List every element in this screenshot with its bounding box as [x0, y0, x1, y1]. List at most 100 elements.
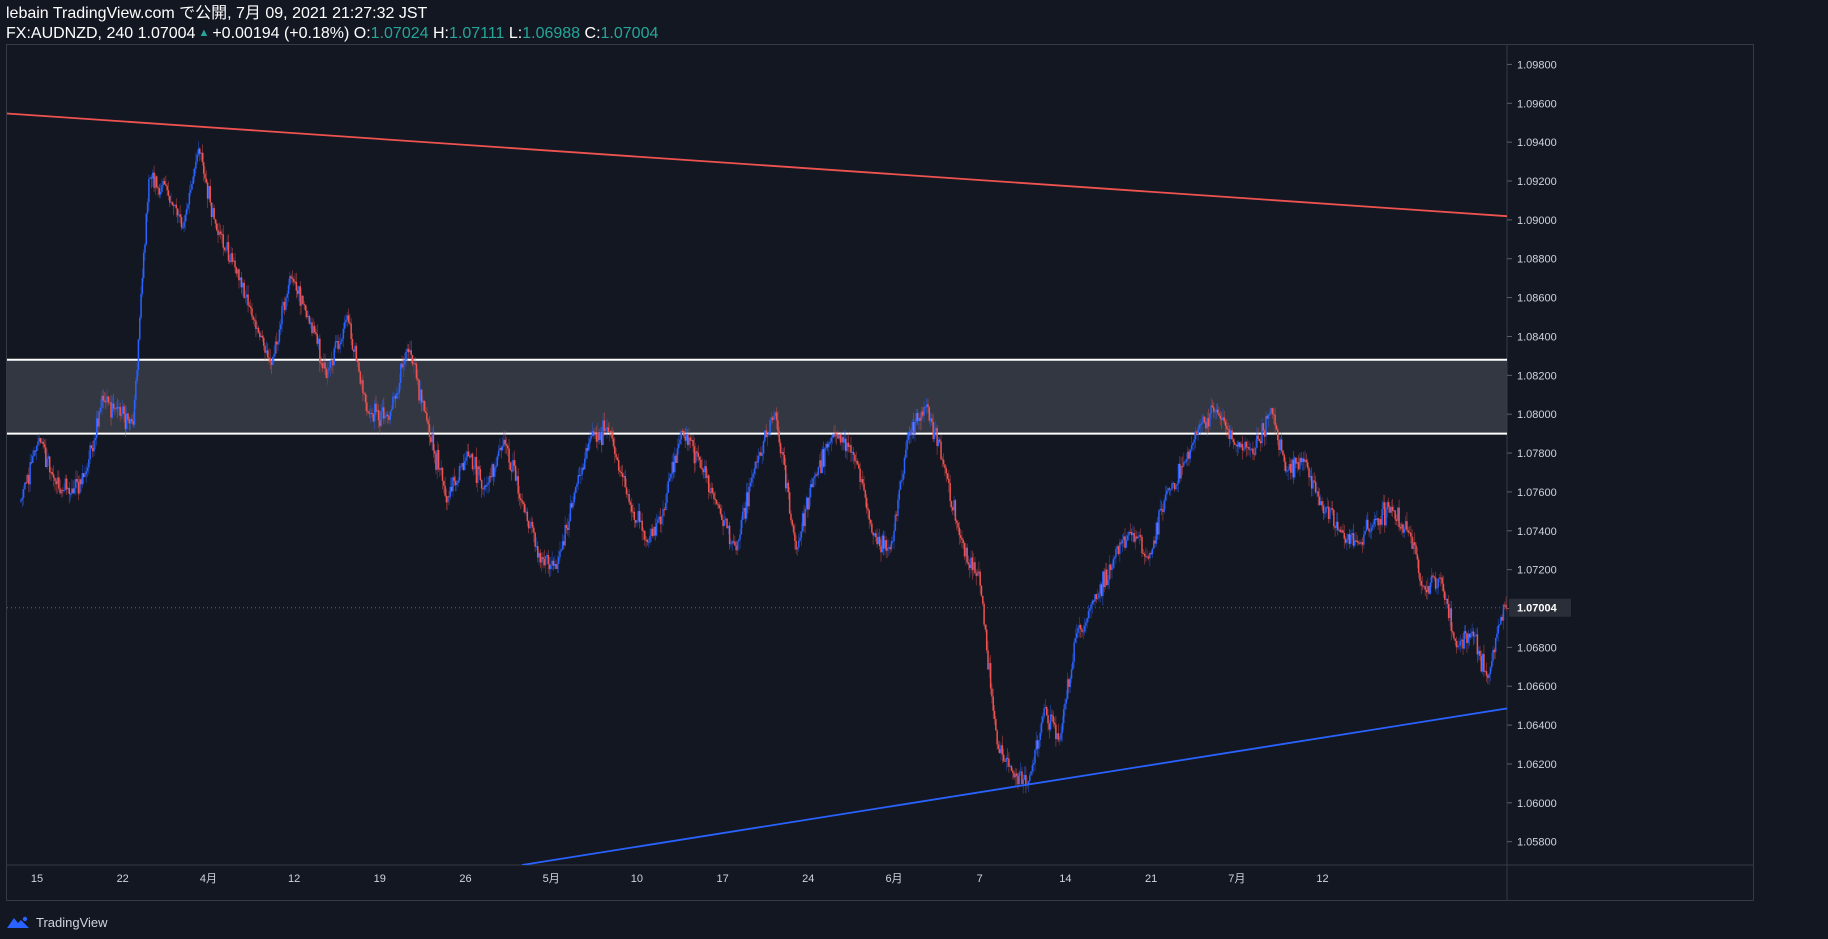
candle-body: [647, 541, 650, 543]
candle-body: [1359, 542, 1361, 544]
candle-body: [946, 473, 949, 479]
candle-body: [1042, 716, 1044, 723]
price-axis: 1.05800 1.06000 1.06200 1.06400 1.06600 1.068…: [1507, 59, 1571, 849]
candle-body: [246, 294, 248, 298]
candle-body: [448, 496, 450, 498]
candle-body: [262, 337, 265, 346]
time-tick-label: 14: [1059, 873, 1071, 885]
candle-body: [1062, 709, 1065, 724]
candle-body: [92, 448, 94, 452]
candle-body: [1297, 462, 1300, 470]
candle-body: [1197, 428, 1199, 435]
candle-body: [1124, 536, 1126, 548]
candle-body: [170, 202, 172, 204]
candle-body: [1012, 770, 1014, 773]
candles: [20, 141, 1507, 794]
candle-body: [655, 523, 658, 536]
candle-body: [1203, 416, 1206, 423]
candle-body: [734, 541, 736, 546]
candle-body: [786, 482, 788, 489]
candle-body: [777, 420, 779, 432]
tradingview-logo-icon[interactable]: [6, 915, 30, 929]
candle-body: [1502, 604, 1505, 621]
candle-body: [1052, 715, 1055, 723]
price-tick-label: 1.05800: [1517, 837, 1557, 849]
candle-body: [550, 565, 552, 570]
candle-body: [644, 530, 646, 540]
candle-body: [221, 233, 223, 235]
candle-body: [1158, 510, 1160, 535]
candle-body: [1504, 604, 1506, 606]
candle-body: [709, 491, 711, 494]
candle-body: [1335, 521, 1338, 528]
candle-body: [142, 252, 145, 278]
candle-body: [428, 424, 431, 438]
chart-container[interactable]: 1.05800 1.06000 1.06200 1.06400 1.06600 1.068…: [6, 44, 1754, 901]
candle-body: [1188, 451, 1190, 459]
candle-body: [446, 496, 449, 503]
candle-body: [567, 528, 569, 530]
candle-body: [864, 490, 867, 498]
candle-body: [400, 363, 402, 383]
candle-body: [440, 467, 442, 470]
candle-body: [976, 571, 979, 576]
brand-label[interactable]: TradingView: [36, 914, 108, 930]
candle-body: [375, 403, 377, 412]
candle-body: [51, 472, 54, 475]
candle-body: [614, 446, 616, 455]
candle-body: [1283, 454, 1285, 462]
candle-body: [312, 325, 315, 334]
candle-body: [1506, 607, 1507, 612]
candle-body: [1284, 461, 1287, 472]
candle-body: [90, 445, 93, 449]
candle-body: [861, 479, 864, 484]
candle-body: [31, 456, 34, 463]
candle-body: [1094, 594, 1096, 602]
candle-body: [184, 214, 187, 222]
candle-body: [128, 419, 131, 424]
up-arrow-icon: ▲: [198, 27, 210, 39]
candle-body: [1352, 533, 1355, 546]
candle-body: [971, 557, 974, 571]
candle-body: [1004, 760, 1006, 762]
candle-body: [473, 468, 475, 470]
candle-body: [560, 549, 563, 552]
candle-body: [698, 456, 701, 460]
candle-body: [1201, 422, 1203, 425]
candle-body: [984, 624, 987, 630]
candle-body: [1442, 583, 1445, 592]
candle-body: [1248, 447, 1250, 450]
candle-body: [821, 449, 824, 474]
candle-body: [153, 172, 155, 188]
candle-body: [1077, 627, 1079, 634]
candle-body: [1438, 577, 1441, 579]
candle-body: [1474, 635, 1476, 637]
candle-body: [397, 392, 399, 394]
candle-body: [1413, 542, 1416, 546]
candle-body: [1489, 667, 1492, 674]
candle-body: [67, 487, 69, 490]
candle-body: [580, 474, 582, 476]
candle-body: [723, 520, 726, 527]
resistance-zone: [7, 359, 1507, 434]
candle-body: [552, 560, 555, 566]
candle-body: [1301, 458, 1304, 463]
candle-body: [841, 436, 843, 443]
candle-body: [1455, 640, 1458, 648]
candle-body: [1370, 527, 1373, 532]
candle-body: [851, 451, 854, 453]
candle-body: [103, 400, 106, 402]
candle-body: [1143, 553, 1146, 557]
candle-body: [908, 432, 911, 436]
candle-body: [573, 492, 576, 503]
candle-body: [1310, 475, 1313, 489]
candle-body: [488, 476, 491, 483]
change-label: +0.00194 (+0.18%): [212, 25, 350, 42]
candle-body: [265, 350, 268, 353]
candle-body: [833, 435, 835, 437]
candle-body: [311, 322, 313, 334]
price-chart[interactable]: 1.05800 1.06000 1.06200 1.06400 1.06600 1.068…: [7, 45, 1753, 900]
candle-body: [852, 451, 855, 455]
candle-body: [834, 433, 837, 437]
candle-body: [1316, 491, 1318, 493]
